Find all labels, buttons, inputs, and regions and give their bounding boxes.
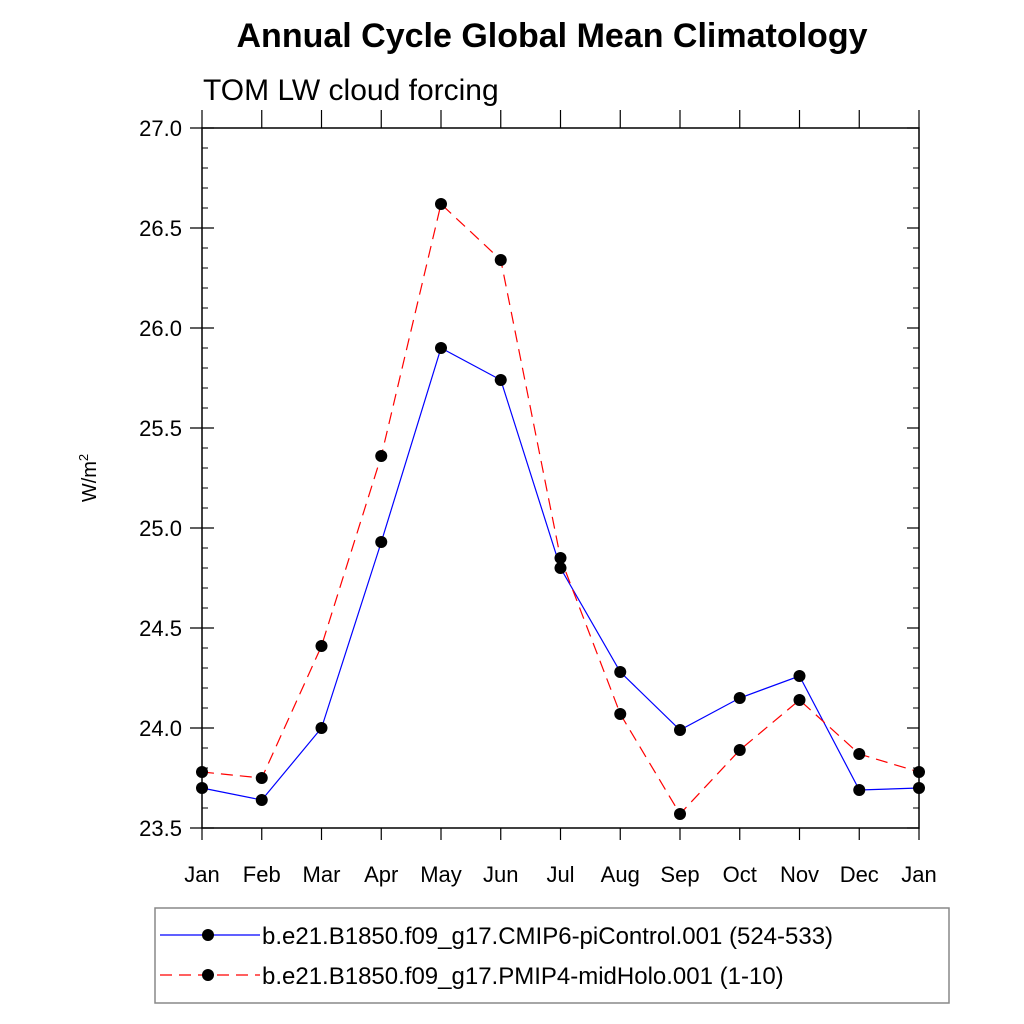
series-line-2 <box>201 202 920 815</box>
data-point-series-2 <box>733 744 746 756</box>
data-point-series-1 <box>554 562 567 574</box>
data-point-series-1 <box>375 536 388 548</box>
data-point-series-2 <box>255 772 268 784</box>
data-point-series-2 <box>554 552 567 564</box>
data-point-series-1 <box>435 342 447 354</box>
legend-label-series-2: b.e21.B1850.f09_g17.PMIP4-midHolo.001 (1… <box>262 963 784 990</box>
data-point-series-1 <box>853 784 866 796</box>
legend-marker-series-1 <box>202 929 214 941</box>
legend: b.e21.B1850.f09_g17.CMIP6-piControl.001 … <box>160 923 833 990</box>
data-point-series-1 <box>674 724 686 736</box>
legend-marker-series-2 <box>202 969 214 981</box>
data-point-series-2 <box>853 748 866 760</box>
data-point-series-2 <box>913 766 925 778</box>
data-point-series-2 <box>435 198 447 210</box>
x-tick-label: Apr <box>364 862 398 887</box>
y-tick-label: 27.0 <box>139 116 182 141</box>
data-point-series-1 <box>733 692 746 704</box>
data-point-series-2 <box>494 254 507 266</box>
y-tick-label: 24.5 <box>139 616 182 641</box>
x-tick-label: Nov <box>780 862 819 887</box>
data-point-series-2 <box>674 808 686 820</box>
y-axis-ticks: 23.5 24.0 24.5 25.0 25.5 26.0 26.5 27.0 <box>139 116 919 841</box>
x-tick-label: Jan <box>184 862 219 887</box>
y-tick-label: 25.0 <box>139 516 182 541</box>
x-tick-label: Jul <box>546 862 574 887</box>
data-point-series-1 <box>196 782 208 794</box>
plot-frame <box>201 127 920 829</box>
data-point-series-1 <box>614 666 627 678</box>
data-point-series-2 <box>196 766 208 778</box>
data-point-series-2 <box>315 640 328 652</box>
plot-area-border <box>201 127 920 829</box>
series-lines <box>201 202 920 815</box>
data-point-series-2 <box>793 694 806 706</box>
x-axis-ticks: Jan Feb Mar Apr May Jun Jul Aug Sep Oct Nov Dec Jan <box>184 110 937 887</box>
x-tick-label: Sep <box>660 862 699 887</box>
y-tick-label: 26.5 <box>139 216 182 241</box>
y-tick-label: 25.5 <box>139 416 182 441</box>
minor-ticks <box>202 127 919 829</box>
x-tick-label: Mar <box>303 862 341 887</box>
chart-subtitle: TOM LW cloud forcing <box>203 74 499 107</box>
y-axis-label-base: W/m <box>79 461 101 502</box>
data-point-series-1 <box>494 374 507 386</box>
legend-label-series-1: b.e21.B1850.f09_g17.CMIP6-piControl.001 … <box>262 923 833 950</box>
x-tick-label: Feb <box>243 862 281 887</box>
legend-box <box>154 907 950 1004</box>
x-tick-label: Dec <box>840 862 879 887</box>
y-tick-label: 24.0 <box>139 716 182 741</box>
y-tick-label: 26.0 <box>139 316 182 341</box>
x-tick-label: Jun <box>483 862 518 887</box>
y-axis-label: W/m2 <box>76 454 101 502</box>
data-point-series-1 <box>315 722 328 734</box>
y-axis-label-superscript: 2 <box>76 454 91 461</box>
x-tick-label: Jan <box>901 862 936 887</box>
x-tick-label: May <box>420 862 462 887</box>
series-points <box>196 198 925 820</box>
data-point-series-2 <box>614 708 627 720</box>
chart-title: Annual Cycle Global Mean Climatology <box>237 17 868 55</box>
data-point-series-1 <box>913 782 925 794</box>
data-point-series-2 <box>375 450 388 462</box>
x-tick-label: Aug <box>601 862 640 887</box>
data-point-series-1 <box>255 794 268 806</box>
data-point-series-1 <box>793 670 806 682</box>
x-tick-label: Oct <box>723 862 757 887</box>
y-tick-label: 23.5 <box>139 816 182 841</box>
